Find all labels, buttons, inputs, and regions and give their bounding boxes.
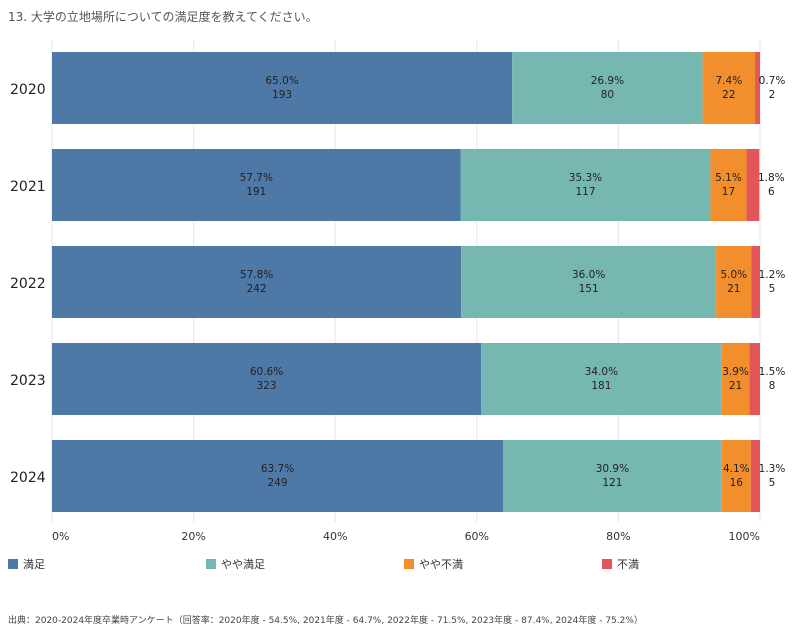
x-tick-label-80: 80% [606, 530, 630, 543]
data-label-percent-somewhat-dissatisfied-2021: 5.1% [715, 172, 742, 184]
x-tick-label-20: 20% [181, 530, 205, 543]
data-label-percent-satisfied-2024: 63.7% [261, 463, 294, 475]
bar-dissatisfied-2021[interactable] [746, 149, 760, 221]
data-label-percent-dissatisfied-2020: 0.7% [759, 75, 786, 87]
bar-somewhat-dissatisfied-2021[interactable] [710, 149, 747, 221]
legend-item-somewhat-dissatisfied[interactable]: やや不満 [404, 556, 463, 572]
data-label-count-somewhat-satisfied-2021: 117 [575, 186, 595, 198]
data-label-percent-satisfied-2020: 65.0% [265, 75, 298, 87]
bar-satisfied-2020[interactable] [52, 52, 513, 124]
legend-label-somewhat-dissatisfied: やや不満 [419, 558, 463, 571]
data-label-percent-somewhat-dissatisfied-2022: 5.0% [720, 269, 747, 281]
y-tick-label-2024: 2024 [10, 470, 46, 486]
data-label-count-somewhat-dissatisfied-2024: 16 [730, 477, 744, 489]
data-label-count-somewhat-satisfied-2022: 151 [579, 283, 599, 295]
legend-swatch-somewhat-dissatisfied [404, 559, 414, 569]
x-tick-label-0: 0% [52, 530, 69, 543]
data-label-percent-somewhat-dissatisfied-2023: 3.9% [722, 366, 749, 378]
data-label-percent-somewhat-satisfied-2022: 36.0% [572, 269, 605, 281]
legend-swatch-satisfied [8, 559, 18, 569]
data-label-percent-somewhat-satisfied-2023: 34.0% [585, 366, 618, 378]
data-label-count-dissatisfied-2021: 6 [768, 186, 775, 198]
bar-dissatisfied-2022[interactable] [751, 246, 760, 318]
bar-dissatisfied-2020[interactable] [755, 52, 760, 124]
bar-dissatisfied-2023[interactable] [749, 343, 760, 415]
y-tick-label-2022: 2022 [10, 276, 46, 292]
data-label-count-dissatisfied-2023: 8 [769, 380, 776, 392]
bar-somewhat-satisfied-2021[interactable] [460, 149, 711, 221]
bar-somewhat-dissatisfied-2024[interactable] [721, 440, 751, 512]
bar-somewhat-dissatisfied-2020[interactable] [702, 52, 756, 124]
data-label-count-dissatisfied-2022: 5 [769, 283, 776, 295]
data-label-percent-satisfied-2021: 57.7% [240, 172, 273, 184]
data-label-count-dissatisfied-2024: 5 [769, 477, 776, 489]
chart-title: 13. 大学の立地場所についての満足度を教えてください。 [8, 10, 318, 24]
data-label-percent-somewhat-dissatisfied-2024: 4.1% [723, 463, 750, 475]
y-tick-label-2021: 2021 [10, 179, 46, 195]
data-label-count-satisfied-2021: 191 [246, 186, 266, 198]
legend: 満足 やや満足 やや不満 不満 [0, 556, 800, 572]
legend-item-dissatisfied[interactable]: 不満 [602, 556, 639, 572]
bar-somewhat-satisfied-2023[interactable] [481, 343, 722, 415]
data-label-percent-satisfied-2022: 57.8% [240, 269, 273, 281]
bar-satisfied-2022[interactable] [52, 246, 462, 318]
data-label-count-satisfied-2022: 242 [247, 283, 267, 295]
data-label-percent-somewhat-satisfied-2021: 35.3% [569, 172, 602, 184]
legend-label-somewhat-satisfied: やや満足 [221, 558, 265, 571]
bar-somewhat-satisfied-2020[interactable] [512, 52, 703, 124]
source-note: 出典：2020-2024年度卒業時アンケート（回答率：2020年度 - 54.5… [8, 616, 643, 626]
stacked-bar-chart: 202065.0%19326.9%807.4%220.7%2202157.7%1… [10, 40, 786, 543]
bar-satisfied-2021[interactable] [52, 149, 461, 221]
bar-somewhat-satisfied-2024[interactable] [502, 440, 722, 512]
legend-item-somewhat-satisfied[interactable]: やや満足 [206, 556, 265, 572]
bar-dissatisfied-2024[interactable] [750, 440, 760, 512]
data-label-percent-satisfied-2023: 60.6% [250, 366, 283, 378]
data-label-count-somewhat-dissatisfied-2020: 22 [722, 89, 735, 101]
data-label-percent-dissatisfied-2023: 1.5% [759, 366, 786, 378]
data-label-count-somewhat-satisfied-2023: 181 [591, 380, 611, 392]
bar-satisfied-2023[interactable] [52, 343, 482, 415]
data-label-percent-dissatisfied-2024: 1.3% [759, 463, 786, 475]
data-label-percent-dissatisfied-2021: 1.8% [758, 172, 785, 184]
data-label-count-somewhat-dissatisfied-2022: 21 [727, 283, 740, 295]
data-label-count-somewhat-dissatisfied-2021: 17 [722, 186, 735, 198]
data-label-count-satisfied-2020: 193 [272, 89, 292, 101]
x-tick-label-60: 60% [465, 530, 489, 543]
legend-label-dissatisfied: 不満 [617, 558, 639, 571]
data-label-count-satisfied-2023: 323 [257, 380, 277, 392]
data-label-percent-dissatisfied-2022: 1.2% [759, 269, 786, 281]
data-label-percent-somewhat-dissatisfied-2020: 7.4% [716, 75, 743, 87]
legend-item-satisfied[interactable]: 満足 [8, 556, 45, 572]
legend-swatch-somewhat-satisfied [206, 559, 216, 569]
y-tick-label-2020: 2020 [10, 82, 46, 98]
data-label-percent-somewhat-satisfied-2024: 30.9% [596, 463, 629, 475]
bar-somewhat-dissatisfied-2022[interactable] [716, 246, 752, 318]
bar-satisfied-2024[interactable] [52, 440, 503, 512]
x-tick-label-100: 100% [729, 530, 760, 543]
data-label-count-satisfied-2024: 249 [267, 477, 287, 489]
bar-somewhat-dissatisfied-2023[interactable] [721, 343, 750, 415]
data-label-percent-somewhat-satisfied-2020: 26.9% [591, 75, 624, 87]
data-label-count-dissatisfied-2020: 2 [769, 89, 776, 101]
data-label-count-somewhat-dissatisfied-2023: 21 [729, 380, 742, 392]
data-label-count-somewhat-satisfied-2024: 121 [602, 477, 622, 489]
data-label-count-somewhat-satisfied-2020: 80 [601, 89, 614, 101]
x-tick-label-40: 40% [323, 530, 347, 543]
legend-swatch-dissatisfied [602, 559, 612, 569]
y-tick-label-2023: 2023 [10, 373, 46, 389]
bar-somewhat-satisfied-2022[interactable] [461, 246, 717, 318]
legend-label-satisfied: 満足 [23, 558, 45, 571]
